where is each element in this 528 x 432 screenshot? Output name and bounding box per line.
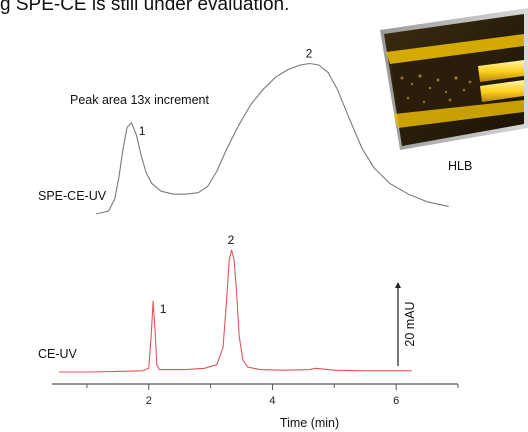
- peak-label-ce-uv-1: 1: [160, 302, 167, 316]
- x-tick-label-2: 2: [146, 395, 152, 407]
- scale-bar-label: 20 mAU: [403, 301, 417, 346]
- peak-label-spe-ce-uv-1: 1: [139, 124, 146, 138]
- capillary-photo-inset: HLB: [380, 8, 528, 173]
- series-line-spe-ce-uv: [96, 62, 449, 215]
- series-line-ce-uv: [59, 249, 412, 373]
- x-axis-title: Time (min): [280, 416, 339, 430]
- series-label-ce-uv: CE-UV: [38, 347, 78, 361]
- x-tick-label-4: 4: [269, 395, 275, 407]
- scale-bar-arrow: [395, 282, 401, 288]
- peak-label-ce-uv-2: 2: [228, 233, 235, 247]
- peak-label-spe-ce-uv-2: 2: [306, 47, 313, 61]
- plot-area: SPE-CE-UV 1 2 CE-UV 1 2 Peak area 13x incremen…: [38, 47, 459, 430]
- x-tick-label-6: 6: [393, 395, 399, 407]
- inset-label: HLB: [448, 159, 472, 173]
- annotation-peak-area: Peak area 13x increment: [70, 93, 209, 107]
- series-label-spe-ce-uv: SPE-CE-UV: [38, 189, 107, 203]
- caption-text: g SPE-CE is still under evaluation.: [0, 0, 290, 15]
